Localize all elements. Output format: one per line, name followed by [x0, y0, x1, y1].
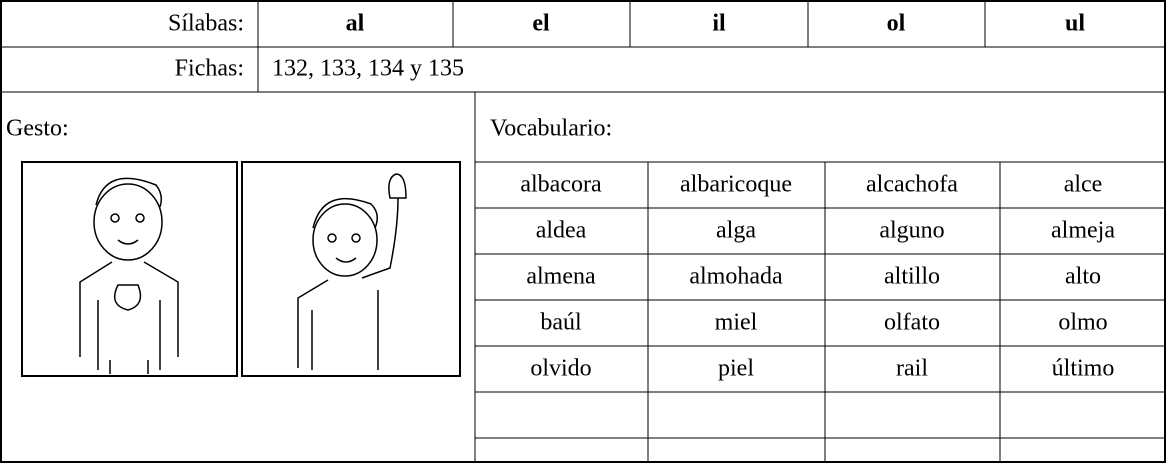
- syllable: ul: [1065, 11, 1085, 37]
- vocabulary-word: baúl: [540, 310, 582, 336]
- vocabulary-word: olmo: [1058, 310, 1107, 336]
- syllable: ol: [887, 11, 906, 37]
- figure-one: [79, 177, 179, 374]
- vocabulary-word: altillo: [884, 264, 940, 290]
- vocabulary-word: almohada: [689, 264, 783, 290]
- syllable: al: [346, 11, 365, 37]
- cards-value: 132, 133, 134 y 135: [272, 56, 464, 82]
- vocabulary-word: último: [1052, 356, 1115, 382]
- syllable: el: [532, 11, 550, 37]
- cards-label: Fichas:: [175, 56, 244, 82]
- figure-two: [297, 173, 407, 370]
- vocabulary-word: albaricoque: [680, 172, 792, 198]
- gesture-images: [21, 161, 461, 377]
- vocabulary-word: olfato: [884, 310, 940, 336]
- vocabulary-word: almena: [526, 264, 596, 290]
- syllable: il: [712, 11, 726, 37]
- vocabulary-word: alcachofa: [866, 172, 958, 198]
- vocabulary-word: aldea: [536, 218, 587, 244]
- vocabulary-word: albacora: [520, 172, 602, 198]
- vocabulary-word: rail: [896, 356, 928, 382]
- vocabulary-label: Vocabulario:: [490, 116, 612, 142]
- vocabulary-word: alce: [1064, 172, 1103, 198]
- vocabulary-word: almeja: [1051, 218, 1115, 244]
- vocabulary-word: alguno: [879, 218, 944, 244]
- vocabulary-word: alto: [1065, 264, 1101, 290]
- image-frame: [21, 161, 238, 377]
- gesture-label: Gesto:: [6, 116, 69, 142]
- vocabulary-word: alga: [716, 218, 756, 244]
- vocabulary-word: miel: [715, 310, 758, 336]
- image-frame: [241, 161, 461, 377]
- syllables-label: Sílabas:: [168, 11, 244, 37]
- vocabulary-word: piel: [718, 356, 754, 382]
- vocabulary-word: olvido: [530, 356, 591, 382]
